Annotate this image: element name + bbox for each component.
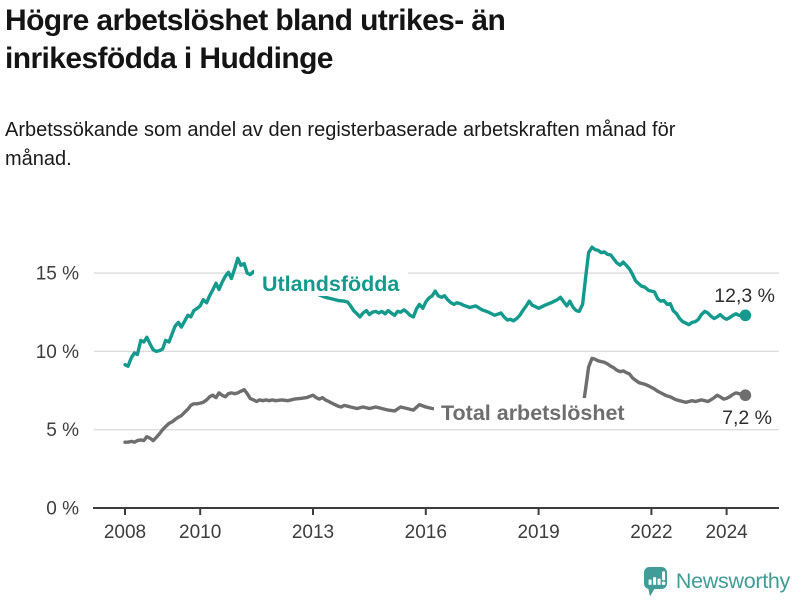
series-line-total [123,356,748,444]
x-tick-label: 2019 [517,522,559,543]
y-tick-label: 5 % [46,420,79,441]
bar-chart-speech-bubble-icon [643,566,667,596]
x-tick-label: 2008 [104,522,146,543]
series-label-halo [254,264,408,296]
chart-title: Högre arbetslöshet bland utrikes- än inr… [5,4,506,75]
newsworthy-logo[interactable]: Newsworthy [643,564,790,598]
series-label-halo [434,398,646,426]
chart-subtitle: Arbetssökande som andel av den registerb… [5,119,676,170]
series-end-dot-utlandsfodda [739,309,752,322]
series-end-value-utlandsfodda: 12,3 % [714,285,775,307]
y-tick-label: 10 % [36,342,79,363]
series-label-total: Total arbetslöshet [441,401,625,425]
x-tick-label: 2022 [630,522,672,543]
series-label-utlandsfodda: Utlandsfödda [262,272,400,296]
y-tick-label: 0 % [46,499,79,520]
line-chart: 0 % 5 % 10 % 15 % 2008 2010 2013 2016 2019 2022 20… [36,245,779,543]
y-tick-label: 15 % [36,264,79,285]
series-end-dot-total [739,389,752,402]
series-line-utlandsfodda [123,245,748,368]
x-tick-label: 2024 [705,522,748,543]
x-tick-label: 2013 [292,522,334,543]
x-tick-label: 2016 [405,522,447,543]
x-tick-label: 2010 [179,522,221,543]
series-end-value-total: 7,2 % [722,407,772,429]
newsworthy-wordmark: Newsworthy [675,568,790,593]
